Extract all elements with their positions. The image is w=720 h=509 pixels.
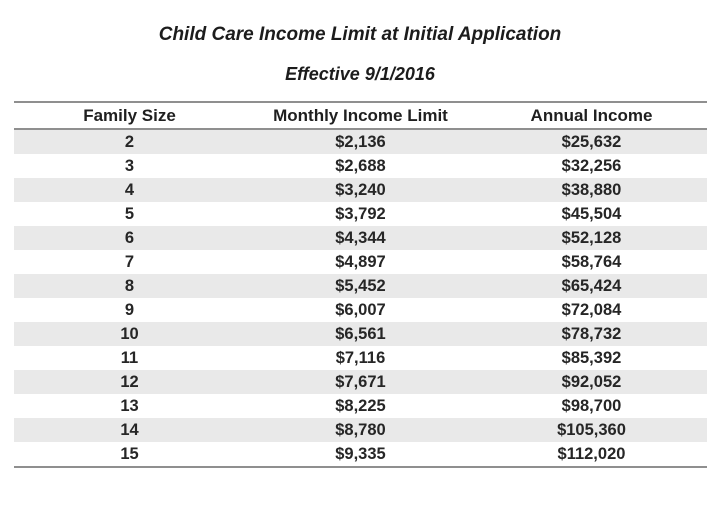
table-row: 2 $2,136 $25,632 [14,129,707,154]
table-cell: $8,780 [244,418,476,442]
table-cell: $9,335 [244,442,476,468]
table-cell: $2,136 [244,129,476,154]
table-cell: 3 [14,154,245,178]
table-cell: $6,561 [244,322,476,346]
table-cell: 14 [14,418,245,442]
table-body: 2 $2,136 $25,632 3 $2,688 $32,256 4 $3,240 $38,8… [14,129,707,468]
table-cell: $65,424 [475,274,707,298]
table-cell: $72,084 [475,298,707,322]
table-row: 15 $9,335 $112,020 [14,442,707,468]
table-cell: $45,504 [475,202,707,226]
table-cell: $7,671 [244,370,476,394]
table-row: 9 $6,007 $72,084 [14,298,707,322]
table-cell: 11 [14,346,245,370]
table-cell: $4,897 [244,250,476,274]
table-cell: 9 [14,298,245,322]
effective-date-subtitle: Effective 9/1/2016 [285,64,435,84]
table-row: 14 $8,780 $105,360 [14,418,707,442]
table-cell: 4 [14,178,245,202]
income-limit-table: Family Size Monthly Income Limit Annual In… [14,101,707,468]
column-header: Annual Income [475,101,707,130]
table-cell: 12 [14,370,245,394]
table-cell: $5,452 [244,274,476,298]
table-cell: $98,700 [475,394,707,418]
column-header: Family Size [14,101,245,130]
table-cell: $7,116 [244,346,476,370]
table-header-row: Family Size Monthly Income Limit Annual In… [14,101,707,130]
table-row: 3 $2,688 $32,256 [14,154,707,178]
table-cell: $3,792 [244,202,476,226]
table-cell: 7 [14,250,245,274]
table-cell: 5 [14,202,245,226]
table-cell: $105,360 [475,418,707,442]
table-cell: $78,732 [475,322,707,346]
table-row: 10 $6,561 $78,732 [14,322,707,346]
table-cell: 6 [14,226,245,250]
table-cell: $58,764 [475,250,707,274]
table-cell: $38,880 [475,178,707,202]
table-cell: $2,688 [244,154,476,178]
table-row: 7 $4,897 $58,764 [14,250,707,274]
table-row: 8 $5,452 $65,424 [14,274,707,298]
table-row: 6 $4,344 $52,128 [14,226,707,250]
table-cell: 2 [14,129,245,154]
table-row: 12 $7,671 $92,052 [14,370,707,394]
table-row: 13 $8,225 $98,700 [14,394,707,418]
table-cell: 13 [14,394,245,418]
table-cell: $25,632 [475,129,707,154]
table-cell: $3,240 [244,178,476,202]
table-row: 11 $7,116 $85,392 [14,346,707,370]
column-header: Monthly Income Limit [244,101,476,130]
table-cell: $112,020 [475,442,707,468]
page-title: Child Care Income Limit at Initial Appli… [158,24,562,45]
table-cell: 10 [14,322,245,346]
table-cell: $52,128 [475,226,707,250]
table-row: 4 $3,240 $38,880 [14,178,707,202]
table-cell: $32,256 [475,154,707,178]
table-cell: $92,052 [475,370,707,394]
table-cell: $8,225 [244,394,476,418]
table-row: 5 $3,792 $45,504 [14,202,707,226]
table-cell: 8 [14,274,245,298]
table-cell: 15 [14,442,245,468]
table-cell: $85,392 [475,346,707,370]
table-cell: $6,007 [244,298,476,322]
table-cell: $4,344 [244,226,476,250]
